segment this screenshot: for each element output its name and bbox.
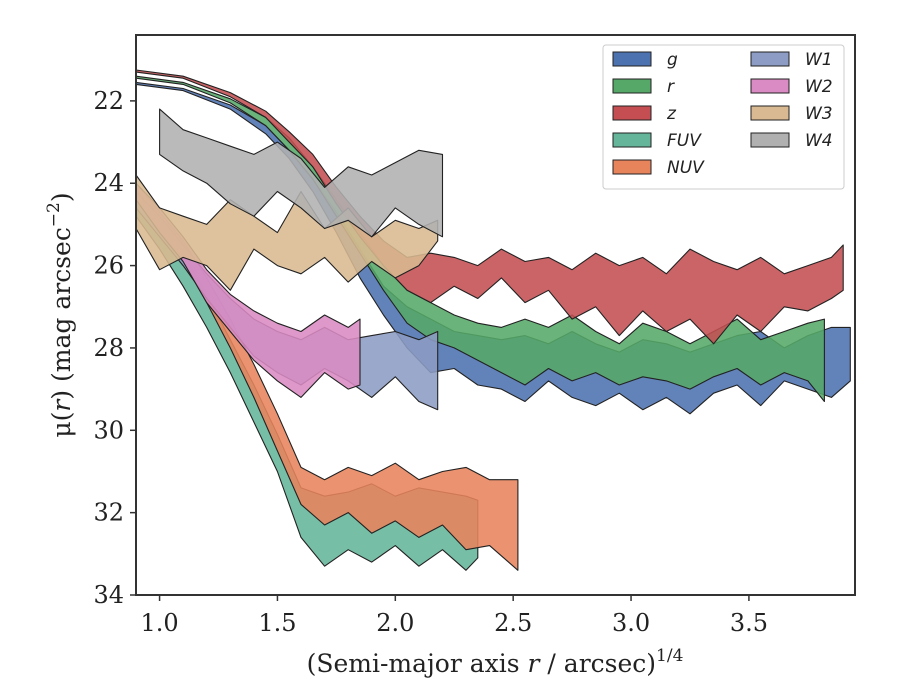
legend-swatch-r xyxy=(612,78,652,94)
y-tick-label: 34 xyxy=(93,581,124,609)
legend-swatch-w4 xyxy=(750,132,790,148)
y-axis-label-close: ) xyxy=(47,192,76,202)
y-tick-label: 24 xyxy=(93,169,124,197)
band-nuv xyxy=(136,182,519,571)
x-axis-label-tail: / arcsec) xyxy=(539,649,656,678)
legend-label-w3: W3 xyxy=(805,104,833,124)
y-axis-label-variable: r xyxy=(47,398,76,412)
y-axis: 22 24 26 28 30 32 34 xyxy=(93,87,136,609)
legend-label-fuv: FUV xyxy=(667,131,702,151)
y-tick-label: 32 xyxy=(93,499,124,527)
x-tick-label: 2.0 xyxy=(376,609,414,637)
legend-label-g: g xyxy=(667,50,678,70)
x-tick-label: 2.5 xyxy=(494,609,532,637)
x-axis-label-main: (Semi-major axis xyxy=(307,649,528,678)
x-axis: 1.0 1.5 2.0 2.5 3.0 3.5 xyxy=(140,595,768,637)
y-tick-label: 28 xyxy=(93,334,124,362)
band-w2 xyxy=(136,182,361,398)
legend-label-w4: W4 xyxy=(805,131,833,151)
legend-swatch-w1 xyxy=(750,51,790,67)
legend: grz FUV NUV W1 W2 W3 W4 xyxy=(602,44,845,190)
legend-swatch-w3 xyxy=(750,105,790,121)
x-tick-label: 3.0 xyxy=(612,609,650,637)
x-tick-label: 3.5 xyxy=(730,609,768,637)
plot-frame xyxy=(135,34,856,596)
legend-label-z: z xyxy=(666,104,677,124)
series-bands xyxy=(136,69,851,571)
y-tick-label: 30 xyxy=(93,416,124,444)
y-axis-label-exponent: −2 xyxy=(44,202,64,227)
y-axis-label-mu: μ( xyxy=(47,412,76,438)
legend-label-w2: W2 xyxy=(805,77,833,97)
y-axis-label: μ(r) (mag arcsec−2) xyxy=(44,192,76,437)
legend-swatch-w2 xyxy=(750,78,790,94)
legend-swatch-fuv xyxy=(612,132,652,148)
legend-swatch-z xyxy=(612,105,652,121)
legend-label-r: r xyxy=(667,77,675,97)
legend-label-nuv: NUV xyxy=(667,158,705,178)
x-axis-label-exponent: 1/4 xyxy=(656,646,683,666)
legend-label-w1: W1 xyxy=(805,50,833,70)
band-w4 xyxy=(159,108,444,238)
legend-swatch-g xyxy=(612,51,652,67)
x-axis-label: (Semi-major axis r / arcsec)1/4 xyxy=(307,646,684,678)
x-axis-label-variable: r xyxy=(528,649,542,678)
y-axis-label-tail: ) (mag arcsec xyxy=(47,227,76,400)
y-tick-label: 22 xyxy=(93,87,124,115)
x-tick-label: 1.5 xyxy=(258,609,296,637)
y-tick-label: 26 xyxy=(93,252,124,280)
legend-swatch-nuv xyxy=(612,159,652,175)
x-tick-label: 1.0 xyxy=(140,609,178,637)
